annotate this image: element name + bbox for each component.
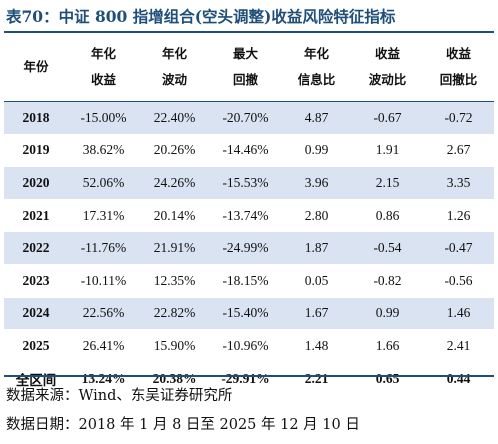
cell-information-ratio: 0.05	[281, 264, 352, 298]
cell-information-ratio: 1.67	[281, 297, 352, 331]
cell-annual-volatility: 20.26%	[139, 134, 210, 168]
header-annual-volatility: 年化 波动	[139, 33, 210, 102]
date-note: 数据日期：2018 年 1 月 8 日至 2025 年 12 月 10 日	[6, 417, 360, 433]
cell-return-drawdown-ratio: 1.46	[423, 297, 494, 331]
cell-return-drawdown-ratio: 2.41	[423, 329, 494, 363]
cell-year: 2025	[4, 329, 68, 363]
cell-total-max-drawdown: -29.91%	[210, 361, 281, 396]
cell-max-drawdown: -20.70%	[210, 101, 281, 135]
bottom-rule	[4, 375, 494, 377]
cell-information-ratio: 4.87	[281, 101, 352, 135]
table-row: 2025 26.41% 15.90% -10.96% 1.48 1.66 2.4…	[4, 329, 494, 363]
cell-annual-volatility: 21.91%	[139, 231, 210, 265]
cell-year: 2023	[4, 264, 68, 298]
cell-annual-return: -15.00%	[68, 101, 139, 135]
cell-information-ratio: 3.96	[281, 166, 352, 200]
table-row: 2021 17.31% 20.14% -13.74% 2.80 0.86 1.2…	[4, 199, 494, 233]
cell-total-information-ratio: 2.21	[281, 361, 352, 396]
cell-max-drawdown: -13.74%	[210, 199, 281, 233]
table-row: 2020 52.06% 24.26% -15.53% 3.96 2.15 3.3…	[4, 166, 494, 200]
cell-return-volatility-ratio: 1.91	[352, 134, 423, 168]
cell-annual-return: -10.11%	[68, 264, 139, 298]
cell-return-volatility-ratio: -0.54	[352, 231, 423, 265]
cell-return-volatility-ratio: 2.15	[352, 166, 423, 200]
table-row: 2023 -10.11% 12.35% -18.15% 0.05 -0.82 -…	[4, 264, 494, 298]
cell-annual-return: 22.56%	[68, 297, 139, 331]
header-information-ratio: 年化 信息比	[281, 33, 352, 102]
cell-max-drawdown: -15.53%	[210, 166, 281, 200]
cell-annual-return: 26.41%	[68, 329, 139, 363]
cell-max-drawdown: -24.99%	[210, 231, 281, 265]
table-row: 2019 38.62% 20.26% -14.46% 0.99 1.91 2.6…	[4, 134, 494, 168]
cell-year: 2020	[4, 166, 68, 200]
header-row: 年份 年化 收益 年化 波动 最大 回撤 年化 信息比 收益 波动比 收益 回撤比	[4, 33, 494, 102]
cell-return-drawdown-ratio: -0.56	[423, 264, 494, 298]
cell-total-annual-volatility: 20.38%	[139, 361, 210, 396]
cell-max-drawdown: -10.96%	[210, 329, 281, 363]
cell-max-drawdown: -15.40%	[210, 297, 281, 331]
table-row: 2018 -15.00% 22.40% -20.70% 4.87 -0.67 -…	[4, 101, 494, 135]
cell-total-annual-return: 13.24%	[68, 361, 139, 396]
total-row: 全区间 13.24% 20.38% -29.91% 2.21 0.65 0.44	[4, 361, 494, 396]
cell-total-label: 全区间	[4, 361, 68, 396]
header-year: 年份	[4, 33, 68, 102]
cell-total-return-volatility-ratio: 0.65	[352, 361, 423, 396]
cell-return-volatility-ratio: 0.99	[352, 297, 423, 331]
cell-annual-volatility: 22.40%	[139, 101, 210, 135]
cell-annual-volatility: 22.82%	[139, 297, 210, 331]
cell-annual-volatility: 15.90%	[139, 329, 210, 363]
cell-return-volatility-ratio: -0.67	[352, 101, 423, 135]
cell-information-ratio: 2.80	[281, 199, 352, 233]
cell-return-volatility-ratio: 0.86	[352, 199, 423, 233]
cell-annual-volatility: 24.26%	[139, 166, 210, 200]
cell-information-ratio: 0.99	[281, 134, 352, 168]
cell-return-drawdown-ratio: -0.47	[423, 231, 494, 265]
header-max-drawdown: 最大 回撤	[210, 33, 281, 102]
cell-annual-return: 38.62%	[68, 134, 139, 168]
cell-year: 2024	[4, 297, 68, 331]
cell-return-drawdown-ratio: 2.67	[423, 134, 494, 168]
header-return-volatility-ratio: 收益 波动比	[352, 33, 423, 102]
cell-annual-volatility: 20.14%	[139, 199, 210, 233]
source-note: 数据来源：Wind、东吴证券研究所	[6, 388, 233, 404]
cell-annual-return: 17.31%	[68, 199, 139, 233]
header-annual-return: 年化 收益	[68, 33, 139, 102]
cell-annual-return: -11.76%	[68, 231, 139, 265]
cell-return-drawdown-ratio: 1.26	[423, 199, 494, 233]
table-row: 2024 22.56% 22.82% -15.40% 1.67 0.99 1.4…	[4, 297, 494, 331]
metrics-table: 年份 年化 收益 年化 波动 最大 回撤 年化 信息比 收益 波动比 收益 回撤比 2018…	[4, 33, 494, 396]
cell-year: 2018	[4, 101, 68, 135]
cell-year: 2022	[4, 231, 68, 265]
cell-total-return-drawdown-ratio: 0.44	[423, 361, 494, 396]
cell-year: 2019	[4, 134, 68, 168]
cell-annual-return: 52.06%	[68, 166, 139, 200]
top-rule	[4, 31, 494, 33]
cell-information-ratio: 1.48	[281, 329, 352, 363]
cell-return-volatility-ratio: 1.66	[352, 329, 423, 363]
cell-max-drawdown: -14.46%	[210, 134, 281, 168]
cell-max-drawdown: -18.15%	[210, 264, 281, 298]
table-title: 表70：中证 800 指增组合(空头调整)收益风险特征指标	[6, 7, 396, 26]
cell-return-drawdown-ratio: 3.35	[423, 166, 494, 200]
table-row: 2022 -11.76% 21.91% -24.99% 1.87 -0.54 -…	[4, 231, 494, 265]
header-return-drawdown-ratio: 收益 回撤比	[423, 33, 494, 102]
cell-year: 2021	[4, 199, 68, 233]
cell-information-ratio: 1.87	[281, 231, 352, 265]
cell-return-volatility-ratio: -0.82	[352, 264, 423, 298]
cell-annual-volatility: 12.35%	[139, 264, 210, 298]
cell-return-drawdown-ratio: -0.72	[423, 101, 494, 135]
